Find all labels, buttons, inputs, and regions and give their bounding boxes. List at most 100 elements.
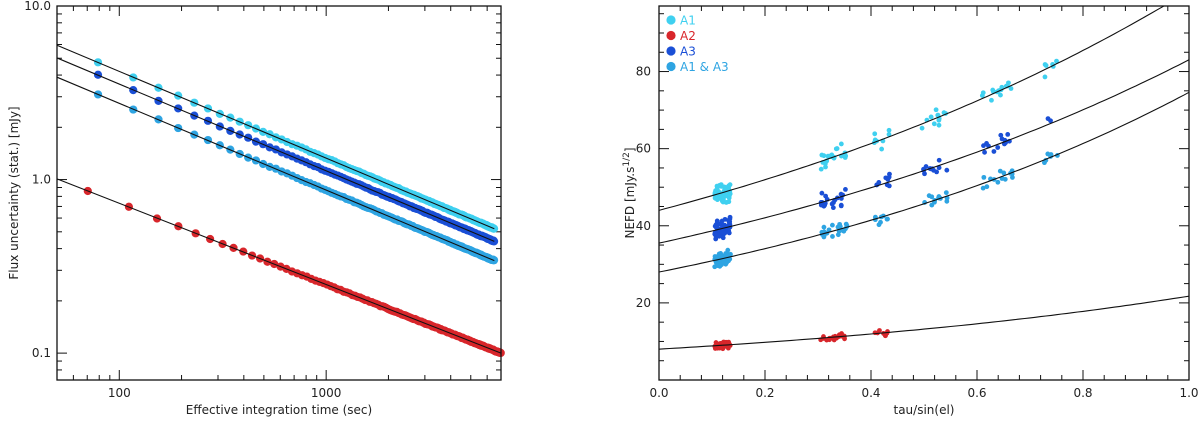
- data-point: [931, 121, 937, 127]
- data-point: [919, 125, 925, 131]
- right-plot-frame: [658, 5, 1190, 381]
- data-point: [834, 146, 840, 151]
- data-point: [830, 205, 836, 211]
- right-y-tick-label: 80: [636, 65, 651, 79]
- data-point: [877, 328, 882, 333]
- data-point: [843, 186, 848, 192]
- data-point: [830, 234, 835, 239]
- data-point: [886, 132, 892, 137]
- legend-marker-a3: [666, 46, 676, 56]
- data-point: [1045, 116, 1051, 122]
- data-point: [837, 224, 843, 230]
- data-point: [1010, 175, 1015, 180]
- legend-marker-a2: [666, 30, 676, 41]
- right-x-tick-label: 1.0: [1179, 386, 1198, 400]
- data-point: [842, 336, 847, 342]
- data-point: [831, 200, 836, 205]
- right-x-tick-label: 0.8: [1073, 386, 1092, 400]
- data-point: [872, 330, 878, 336]
- right-fit-curve-a3: [659, 59, 1189, 244]
- data-point: [838, 203, 844, 209]
- data-point: [726, 218, 731, 223]
- data-point: [943, 190, 949, 196]
- right-y-tick-label: 40: [636, 219, 651, 233]
- data-point: [872, 131, 878, 137]
- data-point: [714, 183, 720, 189]
- data-point: [886, 183, 892, 189]
- data-point: [882, 333, 888, 339]
- right-fit-curve-a2: [659, 295, 1189, 350]
- data-point: [982, 149, 987, 155]
- legend-label-a1-a3: A1 & A3: [680, 60, 729, 74]
- data-point: [821, 203, 827, 209]
- data-point: [984, 184, 990, 190]
- right-x-tick-label: 0.0: [649, 386, 668, 400]
- data-point: [1042, 160, 1047, 166]
- left-series-a2: [83, 186, 505, 358]
- right-y-axis-label: NEFD [mJy.s1/2]: [622, 147, 637, 238]
- legend-marker-a1-a3: [666, 61, 676, 72]
- data-point: [830, 222, 835, 228]
- data-point: [714, 345, 720, 351]
- data-point: [997, 168, 1003, 174]
- data-point: [841, 153, 847, 159]
- left-y-axis-label: Flux uncertainty (stat.) [mJy]: [7, 106, 21, 279]
- data-point: [934, 169, 940, 175]
- right-x-tick-label: 0.2: [755, 386, 774, 400]
- left-axes: 100 1000 0.1 1.0 10.0: [24, 0, 502, 400]
- legend-label-a3: A3: [680, 45, 696, 59]
- left-fit-line-a2: [56, 178, 502, 354]
- data-point: [998, 92, 1003, 98]
- right-series-a1-a3: [712, 151, 1060, 270]
- right-fit-curves: [659, 6, 1189, 350]
- left-x-tick-label: 100: [108, 386, 131, 400]
- right-axes: 0.0 0.2 0.4 0.6 0.8 1.0 20 40 60 80: [636, 6, 1199, 400]
- left-fit-line-a1: [56, 44, 495, 230]
- data-point: [923, 164, 929, 169]
- data-point: [722, 222, 727, 228]
- left-x-axis-label: Effective integration time (sec): [186, 403, 372, 417]
- right-x-tick-label: 0.4: [861, 386, 880, 400]
- left-fit-line-a3: [56, 57, 495, 242]
- data-point: [999, 136, 1005, 142]
- data-point: [984, 141, 989, 146]
- data-point: [715, 232, 721, 238]
- data-point: [878, 219, 883, 225]
- data-point: [886, 127, 892, 133]
- data-point: [980, 90, 986, 96]
- data-point: [1006, 80, 1011, 86]
- data-point: [989, 97, 994, 103]
- data-point: [713, 236, 719, 242]
- data-point: [876, 180, 882, 185]
- data-point: [998, 132, 1004, 138]
- data-point: [879, 146, 885, 152]
- right-series-a1: [712, 58, 1059, 205]
- right-y-axis-label-superscript: 1/2: [622, 152, 632, 166]
- data-point: [821, 224, 827, 230]
- right-y-tick-label: 20: [636, 296, 651, 310]
- data-point: [1005, 132, 1011, 137]
- left-y-tick-label: 10.0: [24, 0, 51, 13]
- data-point: [720, 235, 726, 241]
- left-panel-flux-uncertainty: 100 1000 0.1 1.0 10.0 Effective integration …: [7, 0, 505, 417]
- data-point: [1054, 58, 1059, 64]
- data-point: [723, 200, 729, 205]
- data-point: [831, 337, 837, 343]
- left-x-tick-label: 1000: [311, 386, 342, 400]
- right-series-points: [712, 58, 1060, 352]
- data-point: [995, 145, 1001, 150]
- data-point: [726, 230, 732, 236]
- data-point: [818, 166, 824, 172]
- left-series-points: [83, 58, 505, 358]
- data-point: [936, 122, 942, 128]
- data-point: [928, 114, 934, 120]
- right-y-tick-label: 60: [636, 142, 651, 156]
- right-fit-curve-a1: [659, 6, 1165, 211]
- data-point: [885, 216, 890, 222]
- data-point: [1042, 74, 1048, 80]
- left-plot-frame: [56, 5, 502, 381]
- data-point: [723, 261, 729, 267]
